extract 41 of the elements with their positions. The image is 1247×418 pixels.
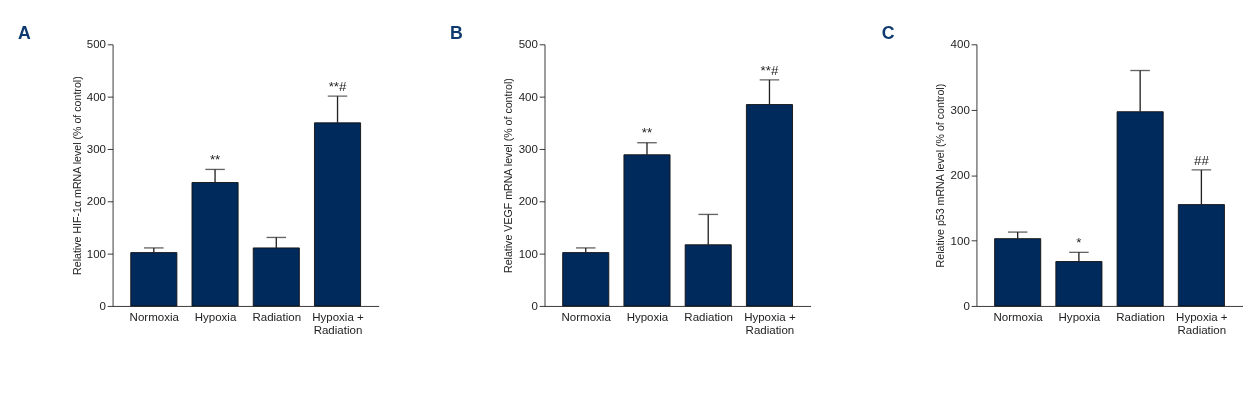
y-tick-label: 300 [86, 143, 106, 156]
y-tick-label: 400 [518, 90, 538, 103]
x-tick-label: Hypoxia [626, 310, 669, 323]
x-tick-label: Radiation [1116, 310, 1165, 323]
y-tick-label: 0 [963, 299, 970, 312]
x-tick-label: Radiation [252, 310, 302, 323]
y-tick-label: 400 [950, 38, 970, 51]
y-tick-label: 500 [518, 38, 538, 51]
chart-title: C [881, 23, 895, 44]
y-axis-title: Relative p53 mRNA level (% of control) [934, 83, 947, 268]
x-tick-label: Normoxia [561, 310, 612, 323]
y-tick-label: 0 [99, 299, 106, 312]
data-label: ## [1193, 152, 1210, 168]
data-label: ** [641, 125, 653, 141]
x-tick-label: Hypoxia + Radiation [744, 310, 796, 336]
y-tick-label: 100 [950, 234, 970, 247]
y-tick-label: 300 [518, 143, 538, 156]
chart-title: A [18, 23, 32, 44]
data-label: **# [328, 78, 348, 94]
x-tick-label: Normoxia [129, 310, 180, 323]
y-tick-label: 400 [86, 90, 106, 103]
x-tick-label: Hypoxia + Radiation [312, 310, 365, 336]
y-axis-title: Relative HIF-1α mRNA level (% of control) [70, 76, 83, 275]
y-tick-label: 200 [518, 195, 538, 208]
y-tick-label: 100 [518, 247, 538, 260]
data-label: ** [209, 152, 221, 168]
y-tick-label: 300 [950, 103, 970, 116]
x-tick-label: Radiation [684, 310, 733, 323]
chart-title: B [449, 23, 463, 44]
x-tick-label: Hypoxia [1058, 310, 1101, 323]
y-tick-label: 100 [86, 247, 106, 260]
y-tick-label: 500 [86, 38, 106, 51]
y-axis-title: Relative VEGF mRNA level (% of control) [502, 78, 515, 274]
y-tick-label: 200 [86, 195, 106, 208]
x-tick-label: Normoxia [993, 310, 1044, 323]
x-tick-label: Hypoxia [194, 310, 237, 323]
y-tick-label: 0 [531, 299, 538, 312]
y-tick-label: 200 [950, 169, 970, 182]
data-label: **# [760, 62, 779, 78]
x-tick-label: Hypoxia + Radiation [1176, 310, 1228, 336]
data-label: * [1076, 235, 1082, 251]
